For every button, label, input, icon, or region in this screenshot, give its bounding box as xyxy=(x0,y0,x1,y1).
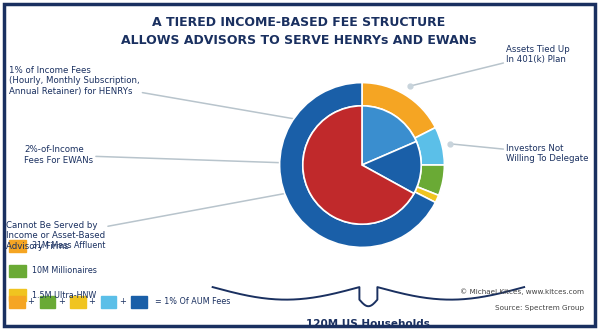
Text: +: + xyxy=(28,297,34,307)
Text: 10M Millionaires: 10M Millionaires xyxy=(32,266,96,275)
Wedge shape xyxy=(280,82,435,248)
Text: 31M Mass Affluent: 31M Mass Affluent xyxy=(32,241,105,250)
Wedge shape xyxy=(417,165,444,195)
Text: = 1% Of AUM Fees: = 1% Of AUM Fees xyxy=(155,297,230,307)
Bar xyxy=(9,296,25,308)
Bar xyxy=(70,296,86,308)
Bar xyxy=(40,296,55,308)
Text: +: + xyxy=(89,297,95,307)
Text: © Michael Kitces, www.kitces.com: © Michael Kitces, www.kitces.com xyxy=(460,289,584,295)
Bar xyxy=(131,296,147,308)
Wedge shape xyxy=(415,128,444,165)
Text: Cannot Be Served by
Income or Asset-Based
Advisory Firms: Cannot Be Served by Income or Asset-Base… xyxy=(6,186,327,251)
Wedge shape xyxy=(362,82,435,138)
FancyBboxPatch shape xyxy=(4,4,595,326)
Wedge shape xyxy=(362,106,416,165)
Wedge shape xyxy=(362,142,421,193)
Text: Investors Not
Willing To Delegate: Investors Not Willing To Delegate xyxy=(450,144,589,163)
Text: 1.5M Ultra-HNW: 1.5M Ultra-HNW xyxy=(32,291,96,300)
Bar xyxy=(9,289,26,301)
Text: Source: Spectrem Group: Source: Spectrem Group xyxy=(495,305,584,311)
Text: 120M US Households: 120M US Households xyxy=(307,319,430,329)
Text: +: + xyxy=(119,297,126,307)
Bar xyxy=(101,296,116,308)
Text: 2%-of-Income
Fees For EWANs: 2%-of-Income Fees For EWANs xyxy=(24,146,399,167)
Text: +: + xyxy=(58,297,65,307)
Text: ALLOWS ADVISORS TO SERVE HENRYs AND EWANs: ALLOWS ADVISORS TO SERVE HENRYs AND EWAN… xyxy=(121,34,477,47)
Text: 1% of Income Fees
(Hourly, Monthly Subscription,
Annual Retainer) for HENRYs: 1% of Income Fees (Hourly, Monthly Subsc… xyxy=(9,66,382,134)
Text: Assets Tied Up
In 401(k) Plan: Assets Tied Up In 401(k) Plan xyxy=(410,45,570,86)
Bar xyxy=(9,240,26,252)
Wedge shape xyxy=(415,187,438,202)
Bar xyxy=(9,265,26,277)
Text: A TIERED INCOME-BASED FEE STRUCTURE: A TIERED INCOME-BASED FEE STRUCTURE xyxy=(152,16,446,28)
Wedge shape xyxy=(303,106,414,224)
